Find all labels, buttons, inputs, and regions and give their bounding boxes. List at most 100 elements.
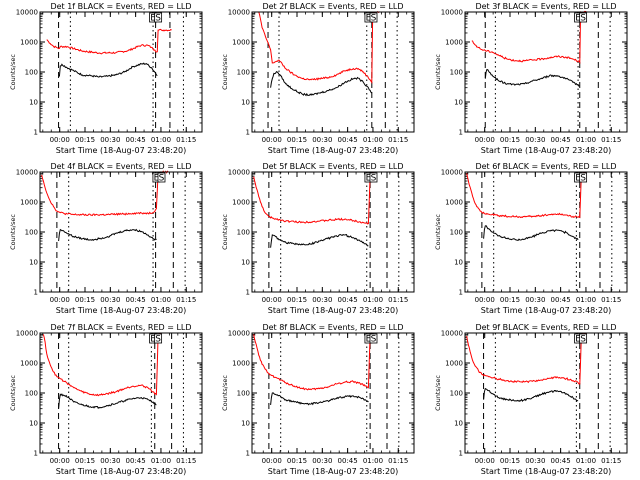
events-series-line [270, 234, 369, 248]
x-tick-label: 01:00 [576, 136, 596, 144]
y-tick-label: 1000 [232, 360, 250, 368]
marker-label: E [575, 335, 581, 345]
x-tick-label: 00:45 [338, 136, 358, 144]
y-tick-label: 1 [34, 450, 38, 458]
panel-4: Det 4f BLACK = Events, RED = LLD Counts/s… [9, 162, 203, 315]
y-tick-label: 10000 [441, 169, 463, 177]
y-tick-label: 10 [241, 259, 250, 267]
y-tick-label: 10000 [441, 330, 463, 338]
y-tick-label: 10000 [16, 169, 38, 177]
lld-series-line [466, 171, 587, 219]
x-axis-label: Start Time (18-Aug-07 23:48:20) [481, 467, 612, 476]
panel-title: Det 2f BLACK = Events, RED = LLD [262, 2, 403, 11]
x-tick-label: 01:00 [363, 296, 383, 304]
marker-box [579, 12, 588, 23]
marker-label: E [575, 14, 581, 24]
x-tick-label: 00:45 [338, 457, 358, 465]
y-tick-label: 100 [450, 69, 463, 77]
y-axis-label: Counts/sec [9, 54, 17, 90]
marker-box [157, 172, 166, 183]
marker-box [579, 172, 588, 183]
x-tick-label: 00:15 [287, 136, 307, 144]
x-tick-label: 01:00 [151, 296, 171, 304]
plot-frame [464, 171, 628, 293]
x-tick-label: 00:30 [100, 136, 120, 144]
x-axis-label: Start Time (18-Aug-07 23:48:20) [481, 146, 612, 155]
plot-frame [39, 171, 203, 293]
y-tick-label: 100 [237, 229, 250, 237]
y-tick-label: 10 [454, 259, 463, 267]
y-axis-label: Counts/sec [434, 54, 442, 90]
x-tick-label: 00:15 [287, 296, 307, 304]
x-tick-label: 01:15 [601, 296, 621, 304]
x-tick-label: 00:00 [50, 296, 70, 304]
x-tick-label: 01:15 [601, 136, 621, 144]
events-series-line [58, 228, 157, 242]
lld-series-line [253, 171, 374, 225]
panel-1: Det 1f BLACK = Events, RED = LLD Counts/s… [9, 2, 203, 155]
x-tick-label: 01:00 [363, 457, 383, 465]
x-axis-label: Start Time (18-Aug-07 23:48:20) [56, 146, 187, 155]
x-tick-label: 00:45 [126, 457, 146, 465]
x-tick-label: 00:30 [100, 457, 120, 465]
plot-frame [251, 332, 415, 454]
panel-title: Det 1f BLACK = Events, RED = LLD [50, 2, 191, 11]
x-tick-label: 00:15 [500, 296, 520, 304]
events-series-line [58, 62, 158, 78]
x-tick-label: 00:30 [525, 457, 545, 465]
y-axis-label: Counts/sec [9, 375, 17, 411]
panel-title: Det 6f BLACK = Events, RED = LLD [475, 162, 616, 171]
x-tick-label: 00:15 [500, 457, 520, 465]
lld-series-line [471, 10, 587, 64]
x-tick-label: 00:30 [312, 296, 332, 304]
lld-series-line [46, 28, 172, 55]
x-tick-label: 01:00 [151, 457, 171, 465]
y-tick-label: 100 [237, 390, 250, 398]
marker-box [369, 12, 378, 23]
y-tick-label: 1000 [445, 360, 463, 368]
panel-title: Det 3f BLACK = Events, RED = LLD [475, 2, 616, 11]
marker-label: S [371, 335, 377, 345]
marker-label: S [155, 335, 161, 345]
x-tick-label: 00:00 [475, 136, 495, 144]
x-axis-label: Start Time (18-Aug-07 23:48:20) [56, 306, 187, 315]
y-tick-label: 100 [450, 229, 463, 237]
marker-box [369, 333, 378, 344]
panel-6: Det 6f BLACK = Events, RED = LLD Counts/s… [434, 162, 628, 315]
x-tick-label: 00:45 [551, 136, 571, 144]
plot-frame [39, 11, 203, 133]
y-tick-label: 1000 [232, 199, 250, 207]
x-tick-label: 00:00 [475, 457, 495, 465]
x-tick-label: 00:45 [338, 296, 358, 304]
panel-title: Det 7f BLACK = Events, RED = LLD [50, 323, 191, 332]
y-tick-label: 10 [241, 99, 250, 107]
marker-label: E [366, 174, 372, 184]
y-tick-label: 1000 [20, 360, 38, 368]
panel-8: Det 8f BLACK = Events, RED = LLD Counts/s… [221, 323, 415, 476]
y-tick-label: 10000 [16, 9, 38, 17]
lld-series-line [42, 332, 162, 397]
x-tick-label: 00:00 [475, 296, 495, 304]
x-tick-label: 00:30 [312, 136, 332, 144]
marker-label: S [371, 14, 377, 24]
marker-label: S [580, 174, 586, 184]
y-tick-label: 100 [25, 69, 38, 77]
marker-box [579, 333, 588, 344]
x-tick-label: 00:15 [75, 457, 95, 465]
x-tick-label: 00:45 [126, 296, 146, 304]
panel-2: Det 2f BLACK = Events, RED = LLD Counts/s… [221, 2, 415, 155]
y-axis-label: Counts/sec [221, 54, 229, 90]
y-axis-label: Counts/sec [221, 375, 229, 411]
y-axis-label: Counts/sec [9, 214, 17, 250]
x-tick-label: 00:30 [312, 457, 332, 465]
y-tick-label: 10 [29, 259, 38, 267]
marker-label: S [580, 335, 586, 345]
marker-box [369, 172, 378, 183]
y-tick-label: 100 [450, 390, 463, 398]
x-tick-label: 00:45 [551, 296, 571, 304]
x-tick-label: 00:00 [50, 457, 70, 465]
y-tick-label: 10000 [441, 9, 463, 17]
x-axis-label: Start Time (18-Aug-07 23:48:20) [481, 306, 612, 315]
lld-series-line [41, 170, 169, 217]
